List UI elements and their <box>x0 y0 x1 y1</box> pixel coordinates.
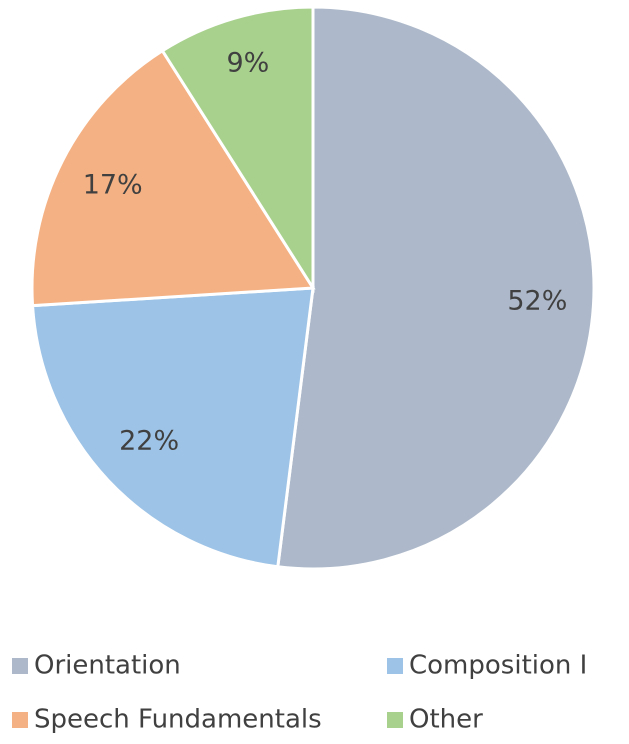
pie-slice <box>30 286 315 569</box>
legend-swatch <box>387 658 403 674</box>
legend-label: Orientation <box>34 651 181 681</box>
data-label: 52% <box>507 286 567 317</box>
legend-swatch <box>12 712 28 728</box>
legend-label: Speech Fundamentals <box>34 705 322 735</box>
data-label: 9% <box>227 48 270 79</box>
pie-slice <box>276 5 596 571</box>
pie-slice <box>160 5 315 294</box>
legend-label: Composition I <box>409 651 587 681</box>
legend-label: Other <box>409 705 483 735</box>
data-label: 22% <box>119 425 179 456</box>
data-label: 17% <box>83 169 143 200</box>
legend-swatch <box>387 712 403 728</box>
pie-slice <box>30 48 316 308</box>
legend-swatch <box>12 658 28 674</box>
